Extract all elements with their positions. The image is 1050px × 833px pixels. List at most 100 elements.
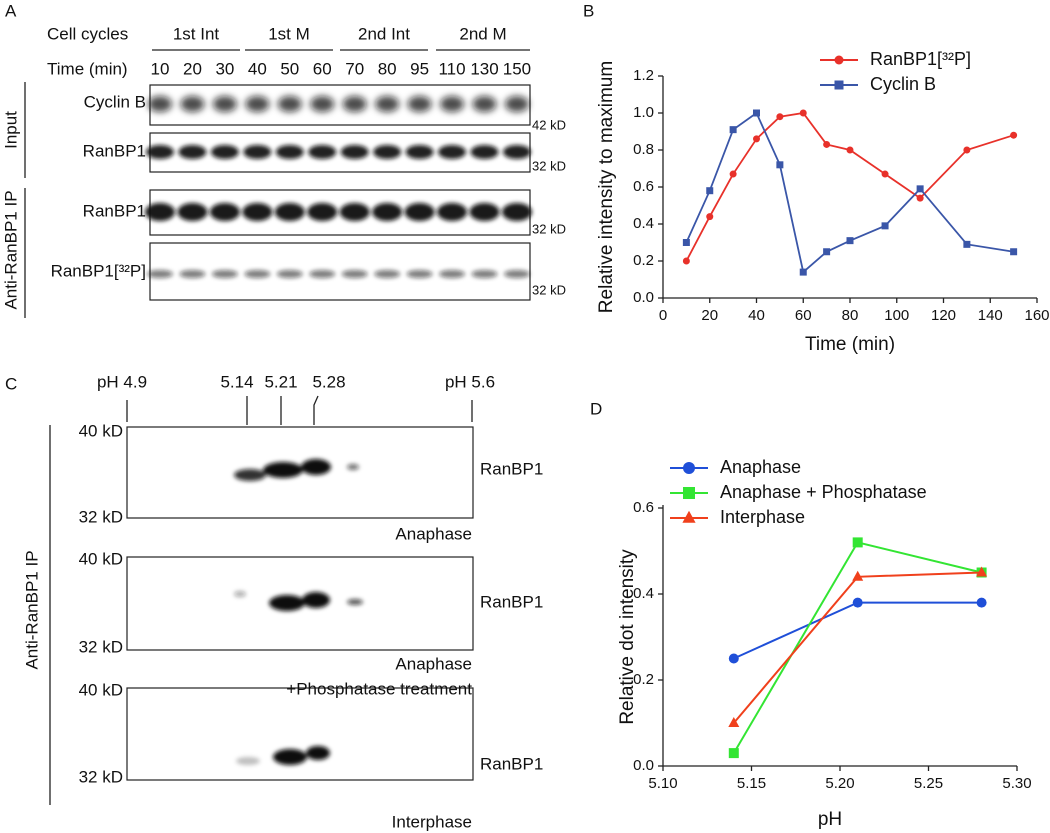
- protein-label: RanBP1: [480, 592, 543, 611]
- point: [682, 257, 690, 265]
- time-label: Time (min): [47, 59, 128, 78]
- x-tick-label: 0: [659, 307, 667, 324]
- caption: Anaphase: [395, 654, 472, 673]
- protein-label: RanBP1: [480, 459, 543, 478]
- band: [470, 145, 499, 159]
- axes: [662, 76, 1037, 299]
- point: [728, 748, 739, 759]
- y-tick-label: 1.2: [633, 67, 654, 84]
- group-label: 2nd M: [459, 24, 506, 43]
- x-tick-label: 5.10: [648, 775, 677, 792]
- band: [277, 96, 302, 112]
- time-value: 95: [410, 59, 429, 78]
- y-axis-label: Relative dot intensity: [617, 549, 638, 725]
- band: [407, 96, 432, 112]
- y-tick-label: 0.0: [633, 289, 654, 306]
- point: [1010, 248, 1018, 256]
- caption: Anaphase: [395, 524, 472, 543]
- series-line: [733, 571, 982, 724]
- size-marker: 32 kD: [532, 221, 566, 236]
- point: [753, 109, 760, 117]
- bands: [148, 96, 529, 112]
- band: [211, 270, 238, 278]
- legend-label: Cyclin B: [870, 74, 936, 94]
- band: [504, 96, 529, 112]
- x-axis-label: pH: [818, 809, 842, 830]
- side-label: Anti-RanBP1 IP: [1, 190, 20, 309]
- band: [469, 203, 500, 221]
- row-label: Cyclin B: [84, 92, 146, 111]
- group-label: 1st M: [268, 24, 310, 43]
- band: [307, 203, 338, 221]
- band: [245, 96, 270, 112]
- band: [340, 145, 369, 159]
- band: [439, 270, 466, 278]
- size-marker: 32 kD: [532, 282, 566, 297]
- y-tick-label: 0.4: [633, 585, 654, 602]
- legend-label: Anaphase: [720, 457, 801, 477]
- y-tick-label: 0.0: [633, 757, 654, 774]
- time-value: 150: [503, 59, 531, 78]
- point: [823, 248, 831, 256]
- legend-label: Anaphase + Phosphatase: [720, 482, 927, 502]
- legend-label: Interphase: [720, 507, 805, 527]
- band: [472, 96, 497, 112]
- y-axis-label: Relative intensity to maximum: [596, 61, 617, 313]
- band: [308, 145, 337, 159]
- ph-label: 5.28: [312, 372, 345, 391]
- size-marker: 32 kD: [79, 637, 123, 656]
- point: [916, 194, 924, 202]
- y-tick-label: 0.2: [633, 671, 654, 688]
- ph-pointer: [313, 395, 319, 425]
- band: [179, 270, 206, 278]
- band: [210, 145, 239, 159]
- caption: Interphase: [392, 812, 472, 831]
- y-tick-label: 1.0: [633, 104, 654, 121]
- row-label: RanBP1: [83, 141, 146, 160]
- time-value: 60: [313, 59, 332, 78]
- band: [406, 270, 433, 278]
- x-tick-label: 5.20: [825, 775, 854, 792]
- band: [242, 203, 273, 221]
- point: [728, 717, 740, 727]
- spots: [234, 459, 363, 765]
- ph-label: pH 5.6: [445, 372, 495, 391]
- x-tick-label: 120: [931, 307, 956, 324]
- band: [405, 145, 434, 159]
- x-tick-label: 5.25: [914, 775, 943, 792]
- band: [502, 145, 531, 159]
- band: [437, 203, 468, 221]
- band: [146, 145, 174, 159]
- band: [275, 145, 304, 159]
- point: [776, 113, 784, 121]
- series-line: [685, 112, 1014, 262]
- y-tick-label: 0.4: [633, 215, 654, 232]
- point: [729, 126, 737, 134]
- legend-label: RanBP1[³²P]: [870, 49, 971, 69]
- x-tick-label: 140: [978, 307, 1003, 324]
- x-tick-label: 5.15: [737, 775, 766, 792]
- point: [823, 140, 831, 148]
- y-tick-label: 0.8: [633, 141, 654, 158]
- y-tick-label: 0.6: [633, 499, 654, 516]
- blot-box: [126, 687, 474, 781]
- band: [212, 96, 237, 112]
- point: [963, 240, 971, 248]
- time-value: 80: [378, 59, 397, 78]
- band: [243, 145, 272, 159]
- band: [145, 203, 175, 221]
- panel-label: B: [583, 1, 594, 20]
- series-line: [733, 601, 982, 660]
- legend-marker: [682, 510, 696, 523]
- x-axis-label: Time (min): [805, 334, 895, 355]
- side-label: Anti-RanBP1 IP: [22, 550, 41, 669]
- band: [274, 203, 305, 221]
- band: [373, 145, 402, 159]
- point: [753, 135, 760, 143]
- band: [503, 270, 530, 278]
- x-tick-label: 5.30: [1002, 775, 1031, 792]
- band: [180, 96, 205, 112]
- x-tick-label: 160: [1024, 307, 1049, 324]
- time-value: 110: [438, 59, 465, 78]
